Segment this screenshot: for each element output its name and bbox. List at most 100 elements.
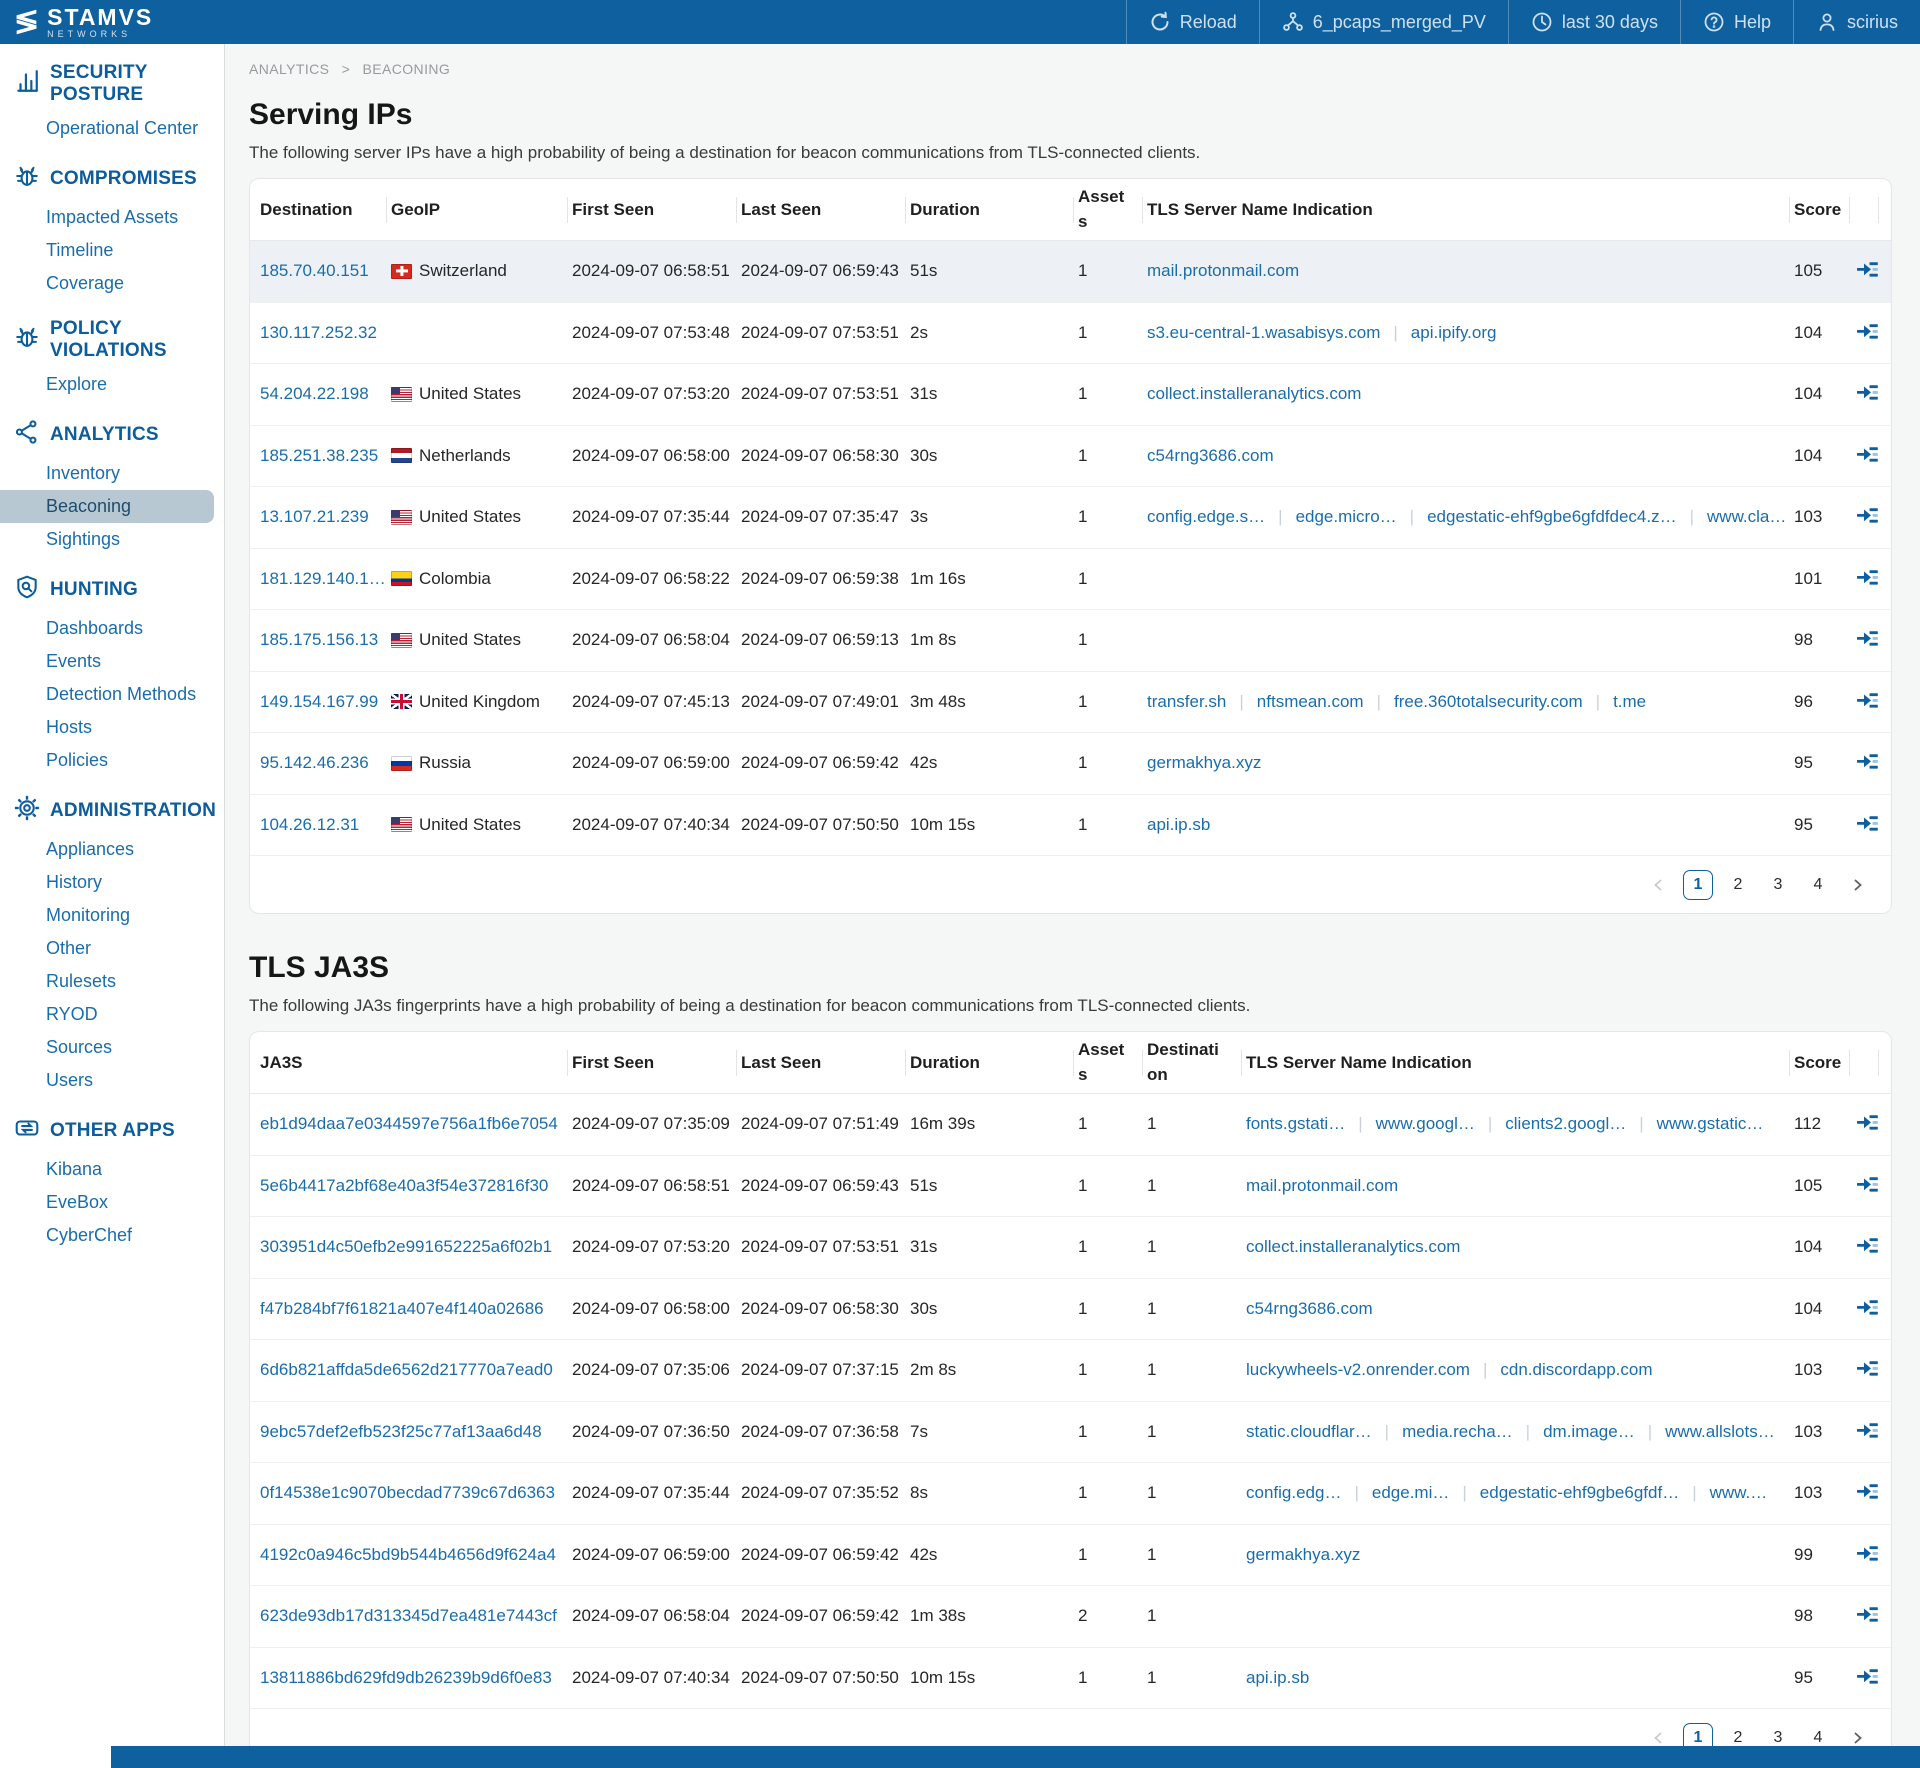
sidebar-item-coverage[interactable]: Coverage	[46, 273, 125, 293]
pagination-page-3[interactable]: 3	[1773, 1728, 1783, 1746]
sidebar-item-hosts[interactable]: Hosts	[46, 717, 93, 737]
send-to-events-button[interactable]	[1854, 566, 1881, 592]
destination-link[interactable]: 13.107.21.239	[260, 507, 369, 527]
ja3s-link[interactable]: 13811886bd629fd9db26239b9d6f0e83	[260, 1667, 552, 1687]
ja3s-link[interactable]: 623de93db17d313345d7ea481e7443cf	[260, 1606, 557, 1626]
sni-link[interactable]: api.ip.sb	[1147, 814, 1211, 834]
sidebar-item-history[interactable]: History	[46, 872, 103, 892]
pagination-prev-icon[interactable]	[1643, 870, 1673, 900]
sidebar-item-evebox[interactable]: EveBox	[46, 1192, 109, 1212]
sni-link[interactable]: fonts.gstati…	[1246, 1114, 1346, 1134]
ja3s-link[interactable]: f47b284bf7f61821a407e4f140a02686	[260, 1298, 544, 1318]
sidebar-item-detection-methods[interactable]: Detection Methods	[46, 684, 197, 704]
ja3s-link[interactable]: 5e6b4417a2bf68e40a3f54e372816f30	[260, 1175, 549, 1195]
sni-link[interactable]: config.edg…	[1246, 1483, 1342, 1503]
sni-link[interactable]: nftsmean.com	[1256, 691, 1364, 711]
destination-link[interactable]: 185.175.156.13	[260, 630, 379, 650]
send-to-events-button[interactable]	[1854, 381, 1881, 407]
sidebar-item-monitoring[interactable]: Monitoring	[46, 905, 131, 925]
pagination-page-4[interactable]: 4	[1813, 875, 1823, 893]
destination-link[interactable]: 185.251.38.235	[260, 445, 379, 465]
sni-link[interactable]: www.…	[1709, 1483, 1768, 1503]
sidebar-item-sources[interactable]: Sources	[46, 1037, 113, 1057]
sidebar-item-operational-center[interactable]: Operational Center	[46, 118, 199, 138]
sni-link[interactable]: collect.installeranalytics.com	[1147, 384, 1362, 404]
sidebar-item-impacted-assets[interactable]: Impacted Assets	[46, 207, 179, 227]
user-menu[interactable]: scirius	[1792, 0, 1920, 44]
pagination-page-4[interactable]: 4	[1813, 1728, 1823, 1746]
sni-link[interactable]: free.360totalsecurity.com	[1393, 691, 1583, 711]
send-to-events-button[interactable]	[1854, 443, 1881, 469]
sni-link[interactable]: media.recha…	[1402, 1421, 1513, 1441]
send-to-events-button[interactable]	[1854, 1173, 1881, 1199]
sidebar-item-appliances[interactable]: Appliances	[46, 839, 135, 859]
sni-link[interactable]: static.cloudflar…	[1246, 1421, 1372, 1441]
sidebar-item-rulesets[interactable]: Rulesets	[46, 971, 117, 991]
pagination-prev-icon[interactable]	[1643, 1723, 1673, 1753]
reload-button[interactable]: Reload	[1125, 0, 1259, 44]
sni-link[interactable]: www.cla…	[1707, 507, 1787, 527]
ja3s-link[interactable]: 4192c0a946c5bd9b544b4656d9f624a4	[260, 1544, 556, 1564]
sni-link[interactable]: t.me	[1613, 691, 1647, 711]
send-to-events-button[interactable]	[1854, 1111, 1881, 1137]
ja3s-link[interactable]: 303951d4c50efb2e991652225a6f02b1	[260, 1237, 553, 1257]
sidebar-item-ryod[interactable]: RYOD	[46, 1004, 98, 1024]
ja3s-link[interactable]: eb1d94daa7e0344597e756a1fb6e7054	[260, 1114, 558, 1134]
sidebar-item-timeline[interactable]: Timeline	[46, 240, 114, 260]
pagination-page-2[interactable]: 2	[1733, 1728, 1743, 1746]
destination-link[interactable]: 54.204.22.198	[260, 384, 369, 404]
sni-link[interactable]: collect.installeranalytics.com	[1246, 1237, 1461, 1257]
breadcrumb-analytics[interactable]: ANALYTICS	[249, 61, 330, 77]
sidebar-item-events[interactable]: Events	[46, 651, 102, 671]
ja3s-link[interactable]: 9ebc57def2efb523f25c77af13aa6d48	[260, 1421, 542, 1441]
sni-link[interactable]: germakhya.xyz	[1246, 1544, 1361, 1564]
help-button[interactable]: Help	[1679, 0, 1793, 44]
send-to-events-button[interactable]	[1854, 1296, 1881, 1322]
pagination-next-icon[interactable]	[1843, 1723, 1873, 1753]
sni-link[interactable]: transfer.sh	[1147, 691, 1227, 711]
sidebar-item-other[interactable]: Other	[46, 938, 92, 958]
sni-link[interactable]: cdn.discordapp.com	[1500, 1360, 1653, 1380]
send-to-events-button[interactable]	[1854, 1480, 1881, 1506]
sni-link[interactable]: config.edge.s…	[1147, 507, 1266, 527]
sni-link[interactable]: www.googl…	[1375, 1114, 1475, 1134]
sni-link[interactable]: mail.protonmail.com	[1147, 261, 1300, 281]
destination-link[interactable]: 95.142.46.236	[260, 753, 369, 773]
sni-link[interactable]: c54rng3686.com	[1147, 445, 1274, 465]
time-range-selector[interactable]: last 30 days	[1507, 0, 1680, 44]
sni-link[interactable]: api.ipify.org	[1410, 322, 1497, 342]
sni-link[interactable]: edge.micro…	[1295, 507, 1397, 527]
send-to-events-button[interactable]	[1854, 1234, 1881, 1260]
sidebar-item-explore[interactable]: Explore	[46, 374, 108, 394]
pagination-page-2[interactable]: 2	[1733, 875, 1743, 893]
sidebar-item-cyberchef[interactable]: CyberChef	[46, 1225, 133, 1245]
sni-link[interactable]: edgestatic-ehf9gbe6gfdfdec4.z…	[1427, 507, 1677, 527]
sni-link[interactable]: dm.image…	[1543, 1421, 1635, 1441]
send-to-events-button[interactable]	[1854, 1603, 1881, 1629]
sni-link[interactable]: edgestatic-ehf9gbe6gfdf…	[1479, 1483, 1680, 1503]
send-to-events-button[interactable]	[1854, 812, 1881, 838]
tenant-selector[interactable]: 6_pcaps_merged_PV	[1258, 0, 1508, 44]
sni-link[interactable]: luckywheels-v2.onrender.com	[1246, 1360, 1470, 1380]
send-to-events-button[interactable]	[1854, 1357, 1881, 1383]
send-to-events-button[interactable]	[1854, 1542, 1881, 1568]
send-to-events-button[interactable]	[1854, 320, 1881, 346]
sni-link[interactable]: c54rng3686.com	[1246, 1298, 1373, 1318]
destination-link[interactable]: 181.129.140.1…	[260, 568, 386, 588]
sidebar-item-dashboards[interactable]: Dashboards	[46, 618, 144, 638]
ja3s-link[interactable]: 6d6b821affda5de6562d217770a7ead0	[260, 1360, 553, 1380]
sni-link[interactable]: mail.protonmail.com	[1246, 1175, 1399, 1195]
breadcrumb-beaconing[interactable]: BEACONING	[362, 61, 451, 77]
send-to-events-button[interactable]	[1854, 750, 1881, 776]
sidebar-item-beaconing[interactable]: Beaconing	[0, 490, 214, 523]
sidebar-item-inventory[interactable]: Inventory	[46, 463, 121, 483]
pagination-next-icon[interactable]	[1843, 870, 1873, 900]
sni-link[interactable]: edge.mi…	[1371, 1483, 1450, 1503]
sidebar-item-users[interactable]: Users	[46, 1070, 94, 1090]
sni-link[interactable]: www.allslots…	[1665, 1421, 1775, 1441]
sidebar-item-policies[interactable]: Policies	[46, 750, 109, 770]
destination-link[interactable]: 149.154.167.99	[260, 691, 379, 711]
send-to-events-button[interactable]	[1854, 1665, 1881, 1691]
send-to-events-button[interactable]	[1854, 258, 1881, 284]
sni-link[interactable]: api.ip.sb	[1246, 1667, 1310, 1687]
